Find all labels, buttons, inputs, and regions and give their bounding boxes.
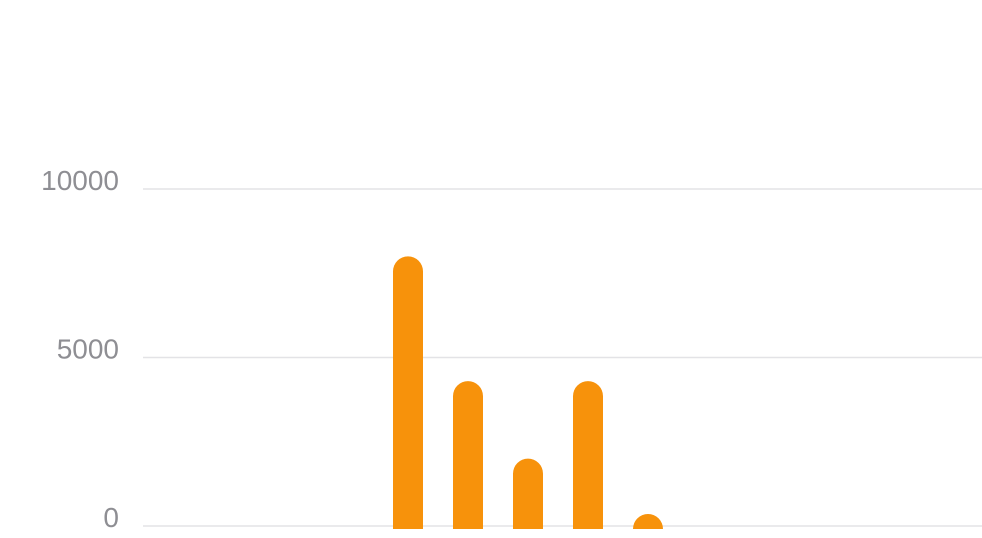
bar: [453, 381, 483, 529]
gridlines: [143, 188, 982, 527]
y-axis-ticks: 0 5000 10000: [41, 165, 119, 533]
bar: [513, 458, 543, 529]
bar: [573, 381, 603, 529]
bar: [633, 514, 663, 529]
bars: [393, 256, 663, 529]
y-tick-label: 10000: [41, 165, 119, 196]
y-tick-label: 5000: [57, 334, 119, 365]
y-tick-label: 0: [103, 502, 119, 533]
bar: [393, 256, 423, 529]
